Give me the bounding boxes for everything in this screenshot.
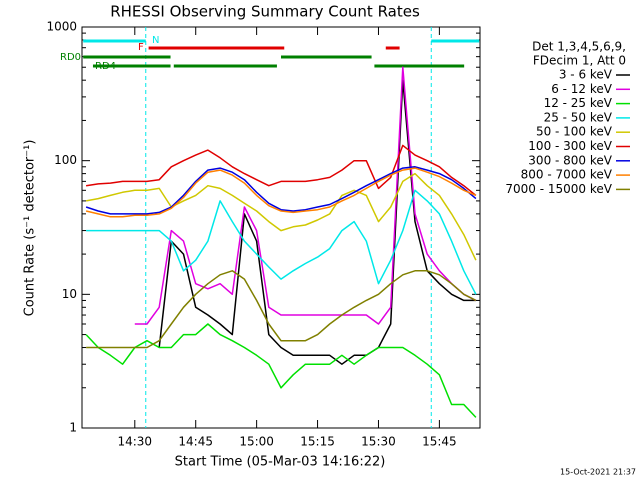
series-line xyxy=(85,144,477,196)
y-axis-label: Count Rate (s⁻¹ detector⁻¹) xyxy=(23,140,38,317)
y-tick-label: 1 xyxy=(69,421,77,435)
legend-label: 800 - 7000 keV xyxy=(521,168,613,182)
flag-label: N xyxy=(152,35,159,46)
legend-label: 300 - 800 keV xyxy=(528,153,612,167)
x-tick-label: 15:30 xyxy=(361,435,396,449)
series-line xyxy=(86,270,477,349)
series-line xyxy=(85,172,477,261)
series-line xyxy=(85,323,477,418)
x-axis-label: Start Time (05-Mar-03 14:16:22) xyxy=(175,455,386,470)
x-tick-label: 15:00 xyxy=(239,435,274,449)
x-tick-label: 15:15 xyxy=(300,435,335,449)
series-line xyxy=(134,66,477,325)
flag-label: RD0 xyxy=(60,52,81,63)
x-tick-label: 14:45 xyxy=(178,435,213,449)
y-tick-label: 1000 xyxy=(46,20,77,34)
y-tick-label: 100 xyxy=(54,153,77,167)
series-line xyxy=(158,79,476,365)
legend-label: 25 - 50 keV xyxy=(544,110,613,124)
series-line xyxy=(85,166,477,215)
legend-header: FDecim 1, Att 0 xyxy=(533,54,626,68)
legend-label: 50 - 100 keV xyxy=(536,125,613,139)
legend-label: 100 - 300 keV xyxy=(528,139,612,153)
x-tick-label: 14:30 xyxy=(117,435,152,449)
y-tick-label: 10 xyxy=(62,287,77,301)
plot-frame xyxy=(81,26,481,429)
flag-label: F xyxy=(138,42,144,53)
x-tick-label: 15:45 xyxy=(422,435,457,449)
series-line xyxy=(85,167,477,218)
chart-title: RHESSI Observing Summary Count Rates xyxy=(110,3,420,21)
legend-label: 6 - 12 keV xyxy=(551,82,613,96)
footer: 15-Oct-2021 21:37 xyxy=(560,468,636,477)
series-line xyxy=(86,189,477,295)
legend-label: 12 - 25 keV xyxy=(544,96,613,110)
legend-label: 7000 - 15000 keV xyxy=(505,182,612,196)
legend-label: 3 - 6 keV xyxy=(559,68,613,82)
flag-label: RD4 xyxy=(95,61,116,72)
legend-header: Det 1,3,4,5,6,9, xyxy=(532,40,626,54)
